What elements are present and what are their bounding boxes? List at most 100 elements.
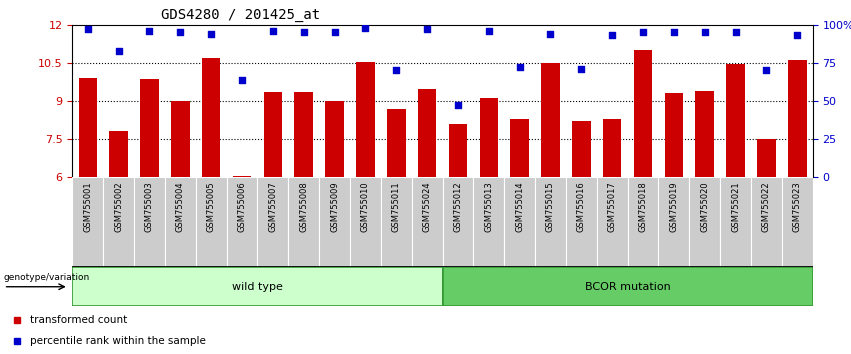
Point — [605, 33, 619, 38]
Bar — [103, 177, 134, 267]
Bar — [448, 124, 467, 177]
Point — [513, 64, 527, 70]
Bar — [264, 92, 282, 177]
Point — [791, 33, 804, 38]
Point — [204, 31, 218, 37]
Text: GSM755012: GSM755012 — [454, 182, 462, 232]
Bar — [665, 93, 683, 177]
Bar — [479, 98, 498, 177]
Text: GSM755014: GSM755014 — [515, 182, 524, 232]
Point — [328, 30, 341, 35]
Bar — [350, 177, 380, 267]
Text: transformed count: transformed count — [30, 315, 127, 325]
Bar — [387, 108, 405, 177]
Bar — [294, 92, 313, 177]
Text: GSM755005: GSM755005 — [207, 182, 215, 232]
Bar — [418, 90, 437, 177]
Bar — [288, 177, 319, 267]
Text: GSM755021: GSM755021 — [731, 182, 740, 232]
Bar — [443, 267, 813, 306]
Bar — [165, 177, 196, 267]
Bar — [634, 50, 652, 177]
Point — [390, 68, 403, 73]
Bar — [782, 177, 813, 267]
Bar — [751, 177, 782, 267]
Text: GSM755007: GSM755007 — [268, 182, 277, 232]
Bar — [196, 177, 226, 267]
Bar — [319, 177, 350, 267]
Point — [482, 28, 495, 34]
Text: GSM755020: GSM755020 — [700, 182, 709, 232]
Bar — [140, 79, 158, 177]
Point — [667, 30, 681, 35]
Bar — [788, 60, 807, 177]
Text: GSM755004: GSM755004 — [176, 182, 185, 232]
Point — [235, 77, 248, 82]
Bar — [171, 101, 190, 177]
Point — [81, 27, 94, 32]
Bar — [720, 177, 751, 267]
Point — [297, 30, 311, 35]
Point — [698, 30, 711, 35]
Bar — [597, 177, 627, 267]
Text: BCOR mutation: BCOR mutation — [585, 282, 671, 292]
Text: percentile rank within the sample: percentile rank within the sample — [30, 336, 206, 346]
Point — [760, 68, 774, 73]
Point — [174, 30, 187, 35]
Text: GSM755002: GSM755002 — [114, 182, 123, 232]
Bar — [325, 101, 344, 177]
Text: genotype/variation: genotype/variation — [3, 273, 90, 282]
Text: GSM755016: GSM755016 — [577, 182, 585, 232]
Bar — [757, 139, 775, 177]
Bar — [356, 62, 374, 177]
Bar — [257, 177, 288, 267]
Text: GSM755006: GSM755006 — [237, 182, 247, 232]
Bar — [695, 91, 714, 177]
Text: GSM755019: GSM755019 — [670, 182, 678, 232]
Bar — [572, 121, 591, 177]
Bar — [726, 64, 745, 177]
Point — [574, 66, 588, 72]
Text: GSM755008: GSM755008 — [300, 182, 308, 232]
Bar — [202, 58, 220, 177]
Bar — [535, 177, 566, 267]
Text: GSM755015: GSM755015 — [546, 182, 555, 232]
Bar — [473, 177, 504, 267]
Bar — [659, 177, 689, 267]
Text: GSM755013: GSM755013 — [484, 182, 494, 232]
Bar — [566, 177, 597, 267]
Bar — [78, 78, 97, 177]
Text: GSM755010: GSM755010 — [361, 182, 370, 232]
Text: GSM755022: GSM755022 — [762, 182, 771, 232]
Point — [266, 28, 280, 34]
Point — [728, 30, 742, 35]
Bar — [511, 119, 528, 177]
Point — [544, 31, 557, 37]
Bar — [380, 177, 412, 267]
Bar — [226, 177, 257, 267]
Bar — [689, 177, 720, 267]
Text: GSM755018: GSM755018 — [638, 182, 648, 232]
Text: GSM755017: GSM755017 — [608, 182, 617, 232]
Point — [358, 25, 372, 31]
Bar — [134, 177, 165, 267]
Bar — [72, 177, 103, 267]
Text: GSM755023: GSM755023 — [793, 182, 802, 232]
Text: GDS4280 / 201425_at: GDS4280 / 201425_at — [161, 8, 320, 22]
Text: GSM755001: GSM755001 — [83, 182, 92, 232]
Text: GSM755009: GSM755009 — [330, 182, 339, 232]
Bar — [627, 177, 659, 267]
Text: GSM755011: GSM755011 — [391, 182, 401, 232]
Text: GSM755024: GSM755024 — [423, 182, 431, 232]
Text: wild type: wild type — [232, 282, 283, 292]
Bar — [72, 267, 443, 306]
Bar — [504, 177, 535, 267]
Bar — [232, 176, 251, 177]
Point — [451, 103, 465, 108]
Point — [143, 28, 157, 34]
Bar — [412, 177, 443, 267]
Bar — [541, 63, 560, 177]
Point — [420, 27, 434, 32]
Bar — [603, 119, 621, 177]
Point — [111, 48, 125, 53]
